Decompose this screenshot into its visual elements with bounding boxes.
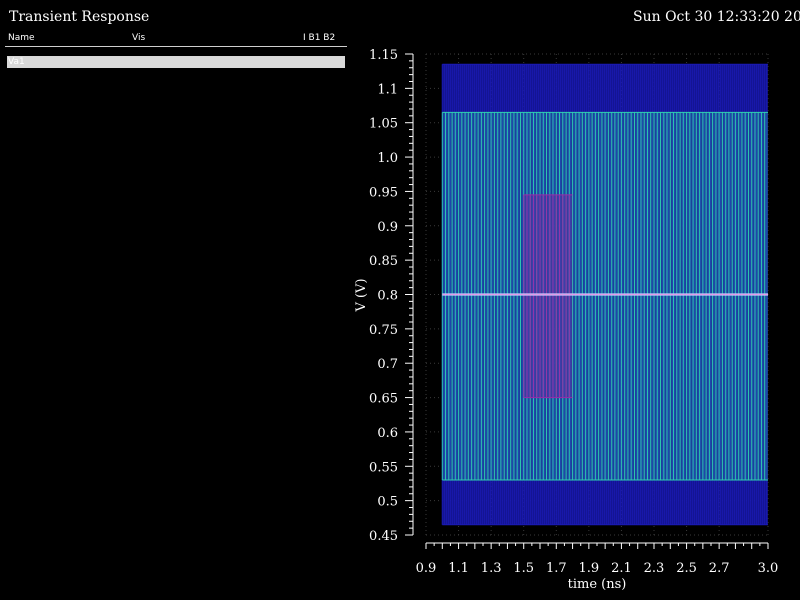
x-tick-label: 1.9 [579,561,600,576]
y-tick-label: 1.05 [369,117,398,132]
y-tick-label: 0.7 [377,357,398,372]
x-tick-label: 2.3 [644,561,665,576]
x-tick-label: 0.9 [416,561,437,576]
timestamp: Sun Oct 30 12:33:20 2022 6 [633,9,800,25]
x-ticks [425,543,769,549]
y-tick-label: 0.5 [377,495,398,510]
x-tick-label: 1.3 [481,561,502,576]
x-tick-label: 2.1 [611,561,632,576]
y-tick-label: 0.6 [377,426,398,441]
series-band [523,194,573,398]
y-tick-label: 0.95 [369,185,398,200]
y-axis-label: V (V) [354,278,369,312]
x-tick-label: 2.5 [676,561,697,576]
y-tick-label: 1.0 [377,151,398,166]
window-title: Transient Response [9,9,150,25]
signal-row[interactable]: Va1 [7,56,345,68]
column-name[interactable]: Name [8,33,35,43]
x-tick-label: 1.5 [513,561,534,576]
x-tick-label: 3.0 [758,561,779,576]
x-axis-label: time (ns) [568,577,627,592]
y-tick-label: 0.85 [369,254,398,269]
column-branches[interactable]: I B1 B2 [303,33,336,43]
x-tick-label: 1.1 [448,561,469,576]
y-tick-label: 0.8 [377,289,398,304]
y-ticks [405,53,413,536]
y-tick-label: 0.45 [369,529,398,544]
column-vis[interactable]: Vis [132,33,146,43]
y-tick-label: 0.55 [369,460,398,475]
series-2 [523,194,573,399]
x-tick-label: 2.7 [709,561,730,576]
y-tick-label: 1.1 [377,82,398,97]
y-tick-label: 0.65 [369,392,398,407]
y-tick-label: 0.9 [377,220,398,235]
series-path [523,194,570,398]
y-tick-label: 1.15 [369,48,398,63]
series-1 [441,111,768,481]
y-tick-label: 0.75 [369,323,398,338]
x-tick-label: 1.7 [546,561,567,576]
signal-name: Va1 [8,57,25,67]
signal-table: Name Vis I B1 B2 Va1 [5,30,347,68]
signal-table-header: Name Vis I B1 B2 [5,30,347,47]
